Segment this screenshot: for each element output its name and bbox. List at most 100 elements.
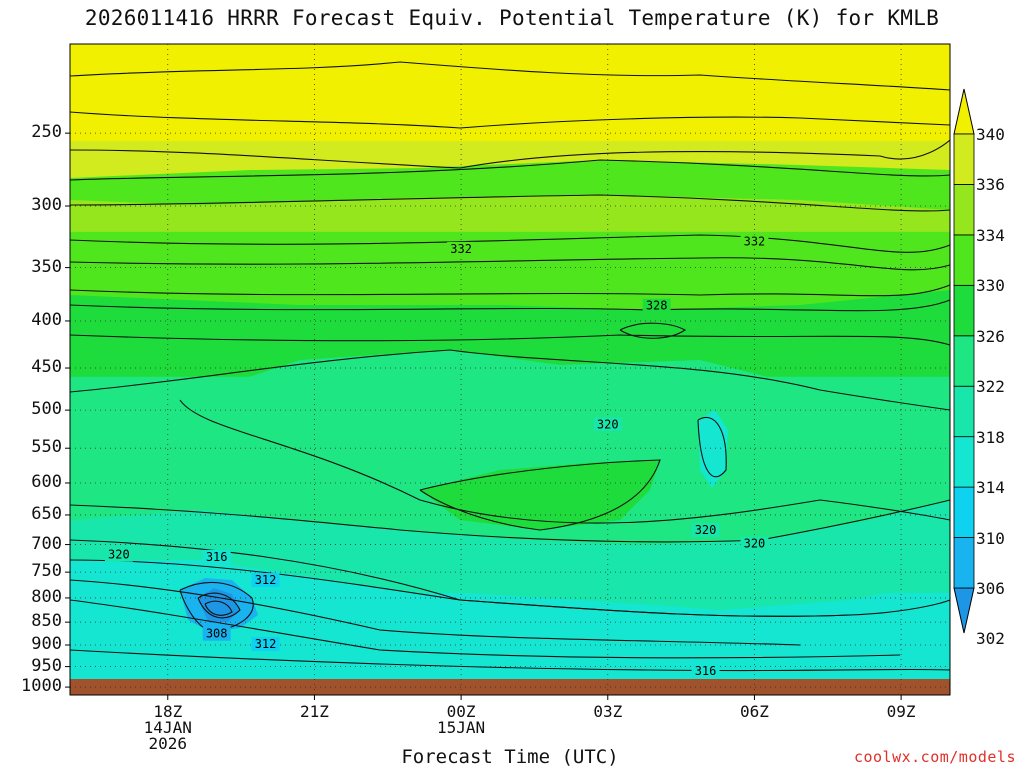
field-area: [70, 160, 950, 210]
y-tick-label: 250: [31, 122, 62, 143]
contour-label-bg: [642, 298, 671, 313]
contour-label: 308: [206, 627, 228, 641]
y-tick-label: 450: [31, 357, 62, 378]
x-tick-label-line: 03Z: [593, 702, 623, 721]
field-area: [70, 44, 950, 90]
contour-label-bg: [251, 637, 280, 652]
x-tick-label: 00Z 15JAN: [421, 704, 501, 736]
field-area: [70, 655, 950, 680]
y-tick-label: 650: [31, 503, 62, 524]
colorbar-label: 336: [976, 175, 1005, 195]
colorbar-segment: [953, 133, 975, 185]
y-tick-label: 550: [31, 437, 62, 458]
contour-line: [69, 334, 951, 346]
colorbar-segment: [953, 486, 975, 538]
contour-line: [69, 349, 951, 411]
colorbar-segment: [953, 284, 975, 337]
colorbar-label: 322: [976, 377, 1005, 397]
contour-line: [69, 649, 951, 672]
credit-text[interactable]: coolwx.com/models: [853, 748, 1016, 766]
contour-label: 328: [646, 299, 668, 313]
colorbar-label: 302: [976, 629, 1005, 649]
field-area: [180, 350, 950, 540]
x-tick-label-line: 21Z: [299, 702, 329, 721]
contour-label-bg: [593, 417, 622, 432]
contour-line: [69, 234, 951, 253]
contour-line: [69, 499, 951, 543]
x-tick-label-line: 2026: [148, 734, 188, 753]
x-tick-label-line: 14JAN: [143, 718, 192, 737]
contour-line: [69, 61, 951, 91]
y-tick-label: 950: [31, 655, 62, 676]
x-tick-label-line: 09Z: [886, 702, 916, 721]
x-tick-label-line: 15JAN: [437, 718, 486, 737]
y-tick-label: 600: [31, 471, 62, 492]
contour-label-bg: [740, 536, 769, 551]
y-tick-label: 300: [31, 195, 62, 215]
x-axis-title: Forecast Time (UTC): [401, 746, 619, 768]
contour-line: [204, 600, 233, 616]
field-area: [70, 500, 950, 610]
y-tick-label: 750: [31, 561, 62, 582]
contour-line: [69, 559, 851, 617]
colorbar-segment: [953, 385, 975, 438]
y-tick-label: 800: [31, 586, 62, 607]
contour-line: [619, 322, 687, 339]
x-tick-label-line: 18Z: [153, 702, 183, 721]
contour-label-bg: [202, 626, 231, 641]
colorbar-label: 310: [976, 528, 1005, 548]
plot-frame: [69, 43, 951, 696]
contour-label-bg: [447, 241, 476, 256]
colorbar-segment: [953, 184, 975, 236]
colorbar-label: 330: [976, 276, 1005, 296]
y-tick-label: 700: [31, 533, 62, 554]
contour-label: 320: [597, 417, 619, 431]
colorbar-label: 318: [976, 427, 1005, 447]
x-tick-label-line: 00Z: [446, 702, 476, 721]
colorbar-arrow-top: [953, 88, 975, 135]
y-tick-label: 400: [31, 309, 62, 330]
contour-lines: [69, 61, 951, 672]
colorbar-label: 334: [976, 225, 1005, 245]
contour-label: 316: [695, 664, 717, 678]
contour-line: [69, 159, 951, 181]
contour-label-bg: [740, 234, 769, 249]
contour-label: 320: [695, 523, 717, 537]
x-tick-label: 06Z: [714, 704, 794, 720]
contour-label: 320: [744, 536, 766, 550]
contour-label-bg: [691, 663, 720, 678]
colorbar-segment: [953, 537, 975, 589]
contour-line: [69, 284, 951, 297]
colorbar-label: 314: [976, 478, 1005, 498]
contour-line: [69, 111, 951, 129]
y-tick-label: 350: [31, 256, 62, 277]
colorbar-segment: [953, 234, 975, 286]
grid: [70, 44, 950, 695]
contour-line: [69, 299, 951, 312]
contour-label: 312: [255, 637, 277, 651]
contour-label: 316: [206, 550, 228, 564]
chart-title: 2026011416 HRRR Forecast Equiv. Potentia…: [84, 6, 940, 30]
colorbar-arrow-bottom: [953, 587, 975, 634]
contour-label: 320: [108, 548, 130, 562]
contour-label-bg: [104, 547, 133, 562]
y-tick-label: 1000: [21, 676, 62, 697]
colorbar-label: 326: [976, 326, 1005, 346]
colorbar-segment: [953, 335, 975, 387]
contour-label-bg: [691, 523, 720, 538]
x-tick-label: 09Z: [861, 704, 941, 720]
contour-line: [69, 194, 951, 212]
contour-line: [419, 459, 661, 531]
contour-label: 332: [450, 242, 472, 256]
contour-line: [69, 139, 951, 169]
x-tick-label: 03Z: [568, 704, 648, 720]
contour-label: 332: [744, 235, 766, 249]
y-tick-label: 900: [31, 633, 62, 654]
contour-label-bg: [202, 549, 231, 564]
x-tick-label: 21Z: [274, 704, 354, 720]
colorbar-label: 340: [976, 125, 1005, 144]
contour-line: [697, 416, 727, 478]
colorbar-label: 306: [976, 579, 1005, 598]
y-tick-label: 850: [31, 611, 62, 632]
